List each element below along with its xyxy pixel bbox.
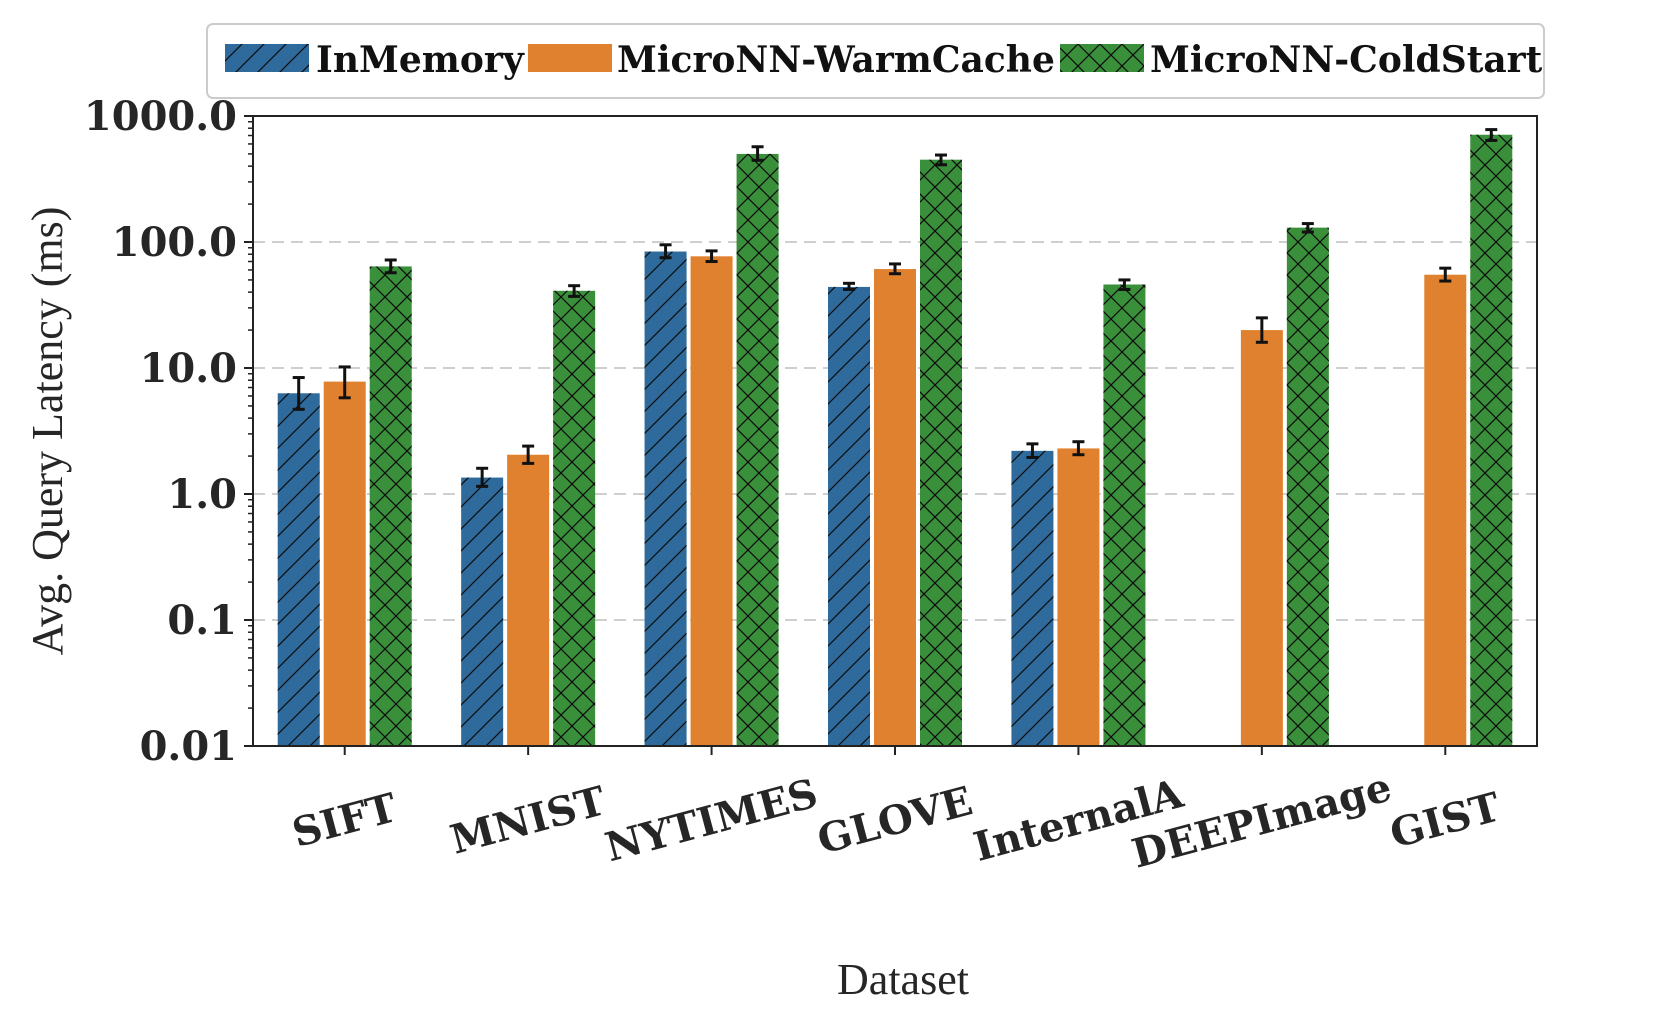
bar [1103,284,1146,746]
error-bar [1072,440,1085,457]
y-tick-label: 0.1 [167,597,237,644]
error-bar [659,243,672,260]
error-bar [476,466,489,488]
x-axis-ticks: SIFT MNISTNYTIMESGLOVEInternalADEEPImageG… [287,746,1505,878]
legend-swatch-hatch [225,44,309,72]
error-bar [1439,266,1452,283]
legend-label: InMemory [316,39,525,81]
bar [323,381,366,746]
bar-hatch [369,266,412,746]
error-bar [843,281,855,291]
bar-hatch [644,251,687,746]
bar-hatch [1103,284,1146,746]
bar-hatch [553,290,596,746]
error-bar [1026,442,1039,459]
bar [507,454,550,746]
error-bar [1118,278,1131,291]
legend-label: MicroNN-ColdStart [1150,39,1543,81]
bar [644,251,687,746]
x-tick-label: NYTIMES [600,770,822,872]
error-bar [1255,316,1268,344]
bar-hatch [920,159,962,747]
bar-fill [507,454,550,746]
error-bar [522,444,535,465]
bar-fill [1057,448,1100,746]
bar [1057,448,1100,746]
error-bar [568,284,581,298]
y-tick-label: 1000.0 [84,93,237,140]
x-tick-label: MNIST [446,777,611,863]
error-bar [751,145,764,162]
error-bar [935,153,947,167]
legend-items: InMemory MicroNN-WarmCache MicroNN-ColdSta… [225,39,1543,81]
bar [1286,227,1329,747]
bar [828,286,870,746]
bar-fill [874,269,916,746]
bar-fill [690,256,733,746]
error-bar [705,249,718,264]
bar [277,393,320,746]
bar-hatch [461,477,504,746]
bar-fill [323,381,366,746]
bar-fill [1240,330,1283,746]
y-tick-label: 1.0 [167,471,237,518]
bar-fill [1424,274,1467,746]
error-bar [384,258,397,275]
legend: InMemory MicroNN-WarmCache MicroNN-ColdSta… [206,23,1545,99]
bar-hatch [828,286,870,746]
error-bars [292,128,1498,488]
error-bar [889,262,901,276]
bar-hatch [1011,450,1054,746]
legend-label: MicroNN-WarmCache [617,39,1055,81]
error-bar [1301,222,1314,234]
bar-hatch [1470,134,1513,746]
y-tick-label: 100.0 [112,219,237,266]
bar [1240,330,1283,746]
x-tick-label: SIFT [287,784,402,857]
bar [369,266,412,746]
bar [1011,450,1054,746]
legend-box [206,23,1545,99]
y-axis-label: Avg. Query Latency (ms) [23,207,72,656]
bars [277,134,1513,747]
x-tick-label: GIST [1385,783,1505,857]
error-bar [338,365,351,400]
bar [461,477,504,746]
bar [690,256,733,746]
x-axis-label: Dataset [837,955,969,1004]
x-tick-label: GLOVE [813,777,978,863]
bar [1424,274,1467,746]
legend-entry: InMemory [225,39,525,81]
legend-entry: MicroNN-ColdStart [1060,39,1543,81]
y-tick-label: 10.0 [140,345,237,392]
bar [553,290,596,746]
y-axis-ticks: 0.01 0.1 1.0 10.0 100.0 1000.0 [84,93,253,770]
bar-hatch [277,393,320,746]
bar [920,159,962,747]
bar-hatch [736,153,779,746]
legend-entry: MicroNN-WarmCache [528,39,1055,81]
legend-swatch [528,44,612,72]
bar [736,153,779,746]
y-tick-label: 0.01 [140,723,237,770]
error-bar [1485,128,1498,142]
bar-hatch [1286,227,1329,747]
bar [1470,134,1513,746]
error-bar [292,376,305,411]
bar [874,269,916,746]
legend-swatch-hatch [1060,44,1144,72]
